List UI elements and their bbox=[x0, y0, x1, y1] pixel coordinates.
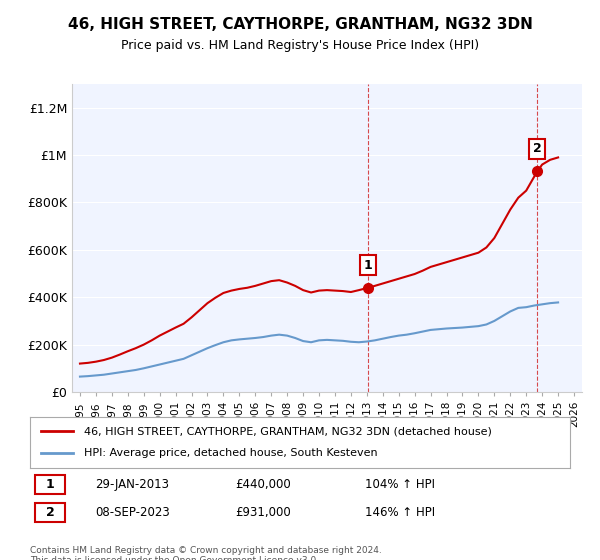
Text: 2: 2 bbox=[533, 142, 542, 156]
Text: 146% ↑ HPI: 146% ↑ HPI bbox=[365, 506, 435, 519]
Text: £440,000: £440,000 bbox=[235, 478, 291, 491]
Text: 1: 1 bbox=[46, 478, 55, 491]
Text: Price paid vs. HM Land Registry's House Price Index (HPI): Price paid vs. HM Land Registry's House … bbox=[121, 39, 479, 52]
FancyBboxPatch shape bbox=[35, 503, 65, 522]
Text: 46, HIGH STREET, CAYTHORPE, GRANTHAM, NG32 3DN: 46, HIGH STREET, CAYTHORPE, GRANTHAM, NG… bbox=[68, 17, 532, 32]
Text: HPI: Average price, detached house, South Kesteven: HPI: Average price, detached house, Sout… bbox=[84, 449, 377, 459]
Text: 29-JAN-2013: 29-JAN-2013 bbox=[95, 478, 169, 491]
Text: £931,000: £931,000 bbox=[235, 506, 291, 519]
Text: 08-SEP-2023: 08-SEP-2023 bbox=[95, 506, 170, 519]
Text: 46, HIGH STREET, CAYTHORPE, GRANTHAM, NG32 3DN (detached house): 46, HIGH STREET, CAYTHORPE, GRANTHAM, NG… bbox=[84, 426, 492, 436]
Text: 104% ↑ HPI: 104% ↑ HPI bbox=[365, 478, 435, 491]
Text: 2: 2 bbox=[46, 506, 55, 519]
FancyBboxPatch shape bbox=[35, 475, 65, 494]
Text: 1: 1 bbox=[364, 259, 373, 272]
Text: Contains HM Land Registry data © Crown copyright and database right 2024.
This d: Contains HM Land Registry data © Crown c… bbox=[30, 546, 382, 560]
